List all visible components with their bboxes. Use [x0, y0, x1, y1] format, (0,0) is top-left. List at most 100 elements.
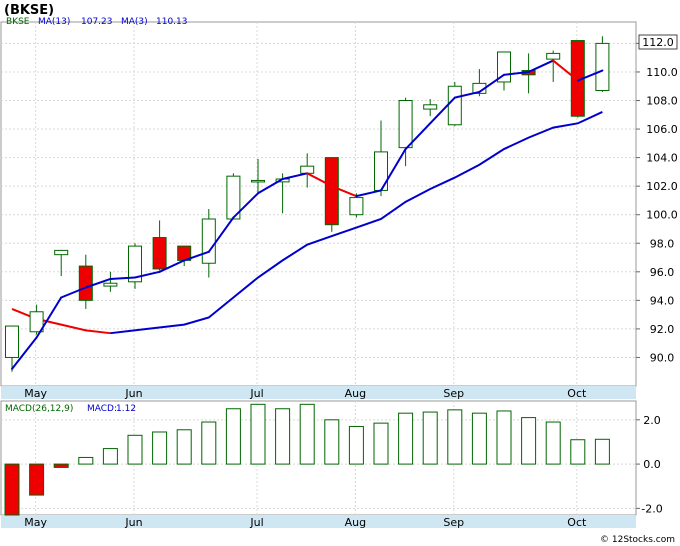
macd-legend: MACD(26,12,9) MACD: 1.12 — [5, 404, 136, 414]
copyright-footer: © 12Stocks.com — [600, 535, 675, 545]
macd-bar — [299, 403, 315, 465]
ma13-line — [11, 59, 604, 370]
macd-bar — [373, 422, 389, 465]
last-price-label: 112.0 — [638, 34, 678, 50]
candle-body-up — [595, 42, 610, 92]
candle-body-up — [201, 218, 216, 264]
macd-bar — [176, 429, 192, 465]
candle-body-down — [324, 157, 339, 226]
macd-panel-background — [0, 400, 637, 516]
macd-x-tick-label: Aug — [345, 516, 366, 529]
macd-bar — [570, 439, 586, 465]
macd-bar — [594, 438, 610, 465]
price-x-tick-label: Jun — [124, 387, 142, 400]
macd-y-tick-label: -2.0 — [641, 502, 662, 515]
candle-body-up — [398, 100, 413, 149]
macd-bar — [496, 410, 512, 465]
ma13-segment — [527, 59, 555, 73]
price-y-tick-label: 90.0 — [650, 351, 675, 364]
ma13-segment — [109, 276, 136, 280]
candle-body-up — [251, 179, 265, 183]
ma13-segment — [134, 270, 161, 279]
macd-bar — [102, 448, 118, 465]
candle-body-up — [423, 104, 438, 110]
legend-symbol: BKSE — [6, 17, 30, 27]
price-x-tick-label: Aug — [345, 387, 366, 400]
candle — [324, 157, 339, 232]
macd-x-tick-label: Jun — [124, 516, 142, 529]
price-y-tick-label: 98.0 — [650, 237, 675, 250]
candle — [103, 271, 118, 292]
candle — [152, 220, 167, 271]
macd-bar — [324, 419, 340, 465]
macd-legend-value-label: MACD: — [87, 404, 117, 414]
macd-y-tick-label: 0.0 — [643, 458, 661, 471]
candle — [78, 254, 93, 309]
ma13-segment — [380, 148, 407, 192]
candle-body-up — [349, 197, 364, 216]
ma3-line-up-segment — [110, 111, 603, 335]
macd-y-tick-label: 2.0 — [643, 414, 661, 427]
price-gridlines — [1, 22, 636, 386]
price-y-tick-label: 104.0 — [646, 152, 678, 165]
ma13-segment — [330, 185, 358, 198]
macd-bar — [545, 421, 561, 465]
macd-bar — [422, 411, 438, 465]
candle — [595, 36, 610, 92]
legend-ma13-value: 107.23 — [81, 17, 113, 27]
ma13-segment — [478, 73, 505, 93]
price-y-tick-label: 110.0 — [646, 66, 678, 79]
macd-y-axis: 2.0 0.0 -2.0 — [636, 414, 663, 515]
price-y-tick-label: 102.0 — [646, 180, 678, 193]
candle — [177, 245, 192, 267]
macd-bar — [225, 408, 241, 465]
price-x-tick-label: May — [24, 387, 47, 400]
chart-title: (BKSE) — [4, 3, 54, 18]
price-x-axis-band — [1, 386, 636, 399]
last-price-text: 112.0 — [642, 36, 674, 49]
macd-x-axis: May Jun Jul Aug Sep Oct — [24, 516, 587, 529]
ma13-segment — [84, 277, 112, 289]
price-legend: BKSE MA(13) 107.23 MA(3) 110.13 — [6, 17, 188, 27]
macd-bar — [471, 412, 487, 465]
ma3-line — [11, 111, 603, 335]
macd-bar — [53, 463, 69, 468]
macd-bar — [201, 421, 217, 465]
macd-bar — [275, 408, 291, 465]
ma13-segment — [11, 336, 38, 370]
macd-panel: 2.0 0.0 -2.0 May Jun Jul Aug Sep Oct MACD(26,12… — [0, 400, 663, 529]
price-y-axis: 90.0 92.0 94.0 96.0 98.0 100.0 102.0 104.0 106.0… — [636, 37, 678, 364]
candle — [29, 304, 44, 335]
macd-x-axis-band — [1, 515, 636, 528]
candle — [398, 97, 413, 167]
candle — [546, 50, 561, 82]
candle-body-down — [78, 265, 93, 301]
candle — [128, 243, 142, 289]
macd-x-tick-label: Sep — [443, 516, 464, 529]
macd-bar — [398, 412, 414, 465]
legend-ma13-label: MA(13) — [38, 17, 70, 27]
macd-x-tick-label: Jul — [249, 516, 263, 529]
macd-bar — [78, 456, 94, 465]
ma13-segment — [35, 296, 63, 339]
candle-body-down — [152, 237, 167, 270]
ma13-segment — [429, 96, 456, 125]
candle — [423, 99, 438, 117]
price-y-tick-label: 100.0 — [646, 209, 678, 222]
legend-ma3-value: 110.13 — [156, 17, 188, 27]
candle — [5, 325, 19, 372]
ma13-segment — [60, 286, 87, 299]
ma13-segment — [503, 70, 530, 76]
ma13-segment — [257, 178, 284, 195]
ma13-segment — [232, 192, 259, 219]
ma13-segment — [576, 69, 604, 82]
candle — [54, 249, 69, 277]
ma13-segment — [207, 216, 235, 253]
candle-body-up — [300, 165, 315, 174]
macd-bar — [29, 463, 45, 496]
candle-body-up — [447, 85, 462, 126]
ma13-segment — [355, 189, 382, 198]
macd-bars — [4, 403, 610, 516]
macd-bar — [250, 403, 266, 465]
